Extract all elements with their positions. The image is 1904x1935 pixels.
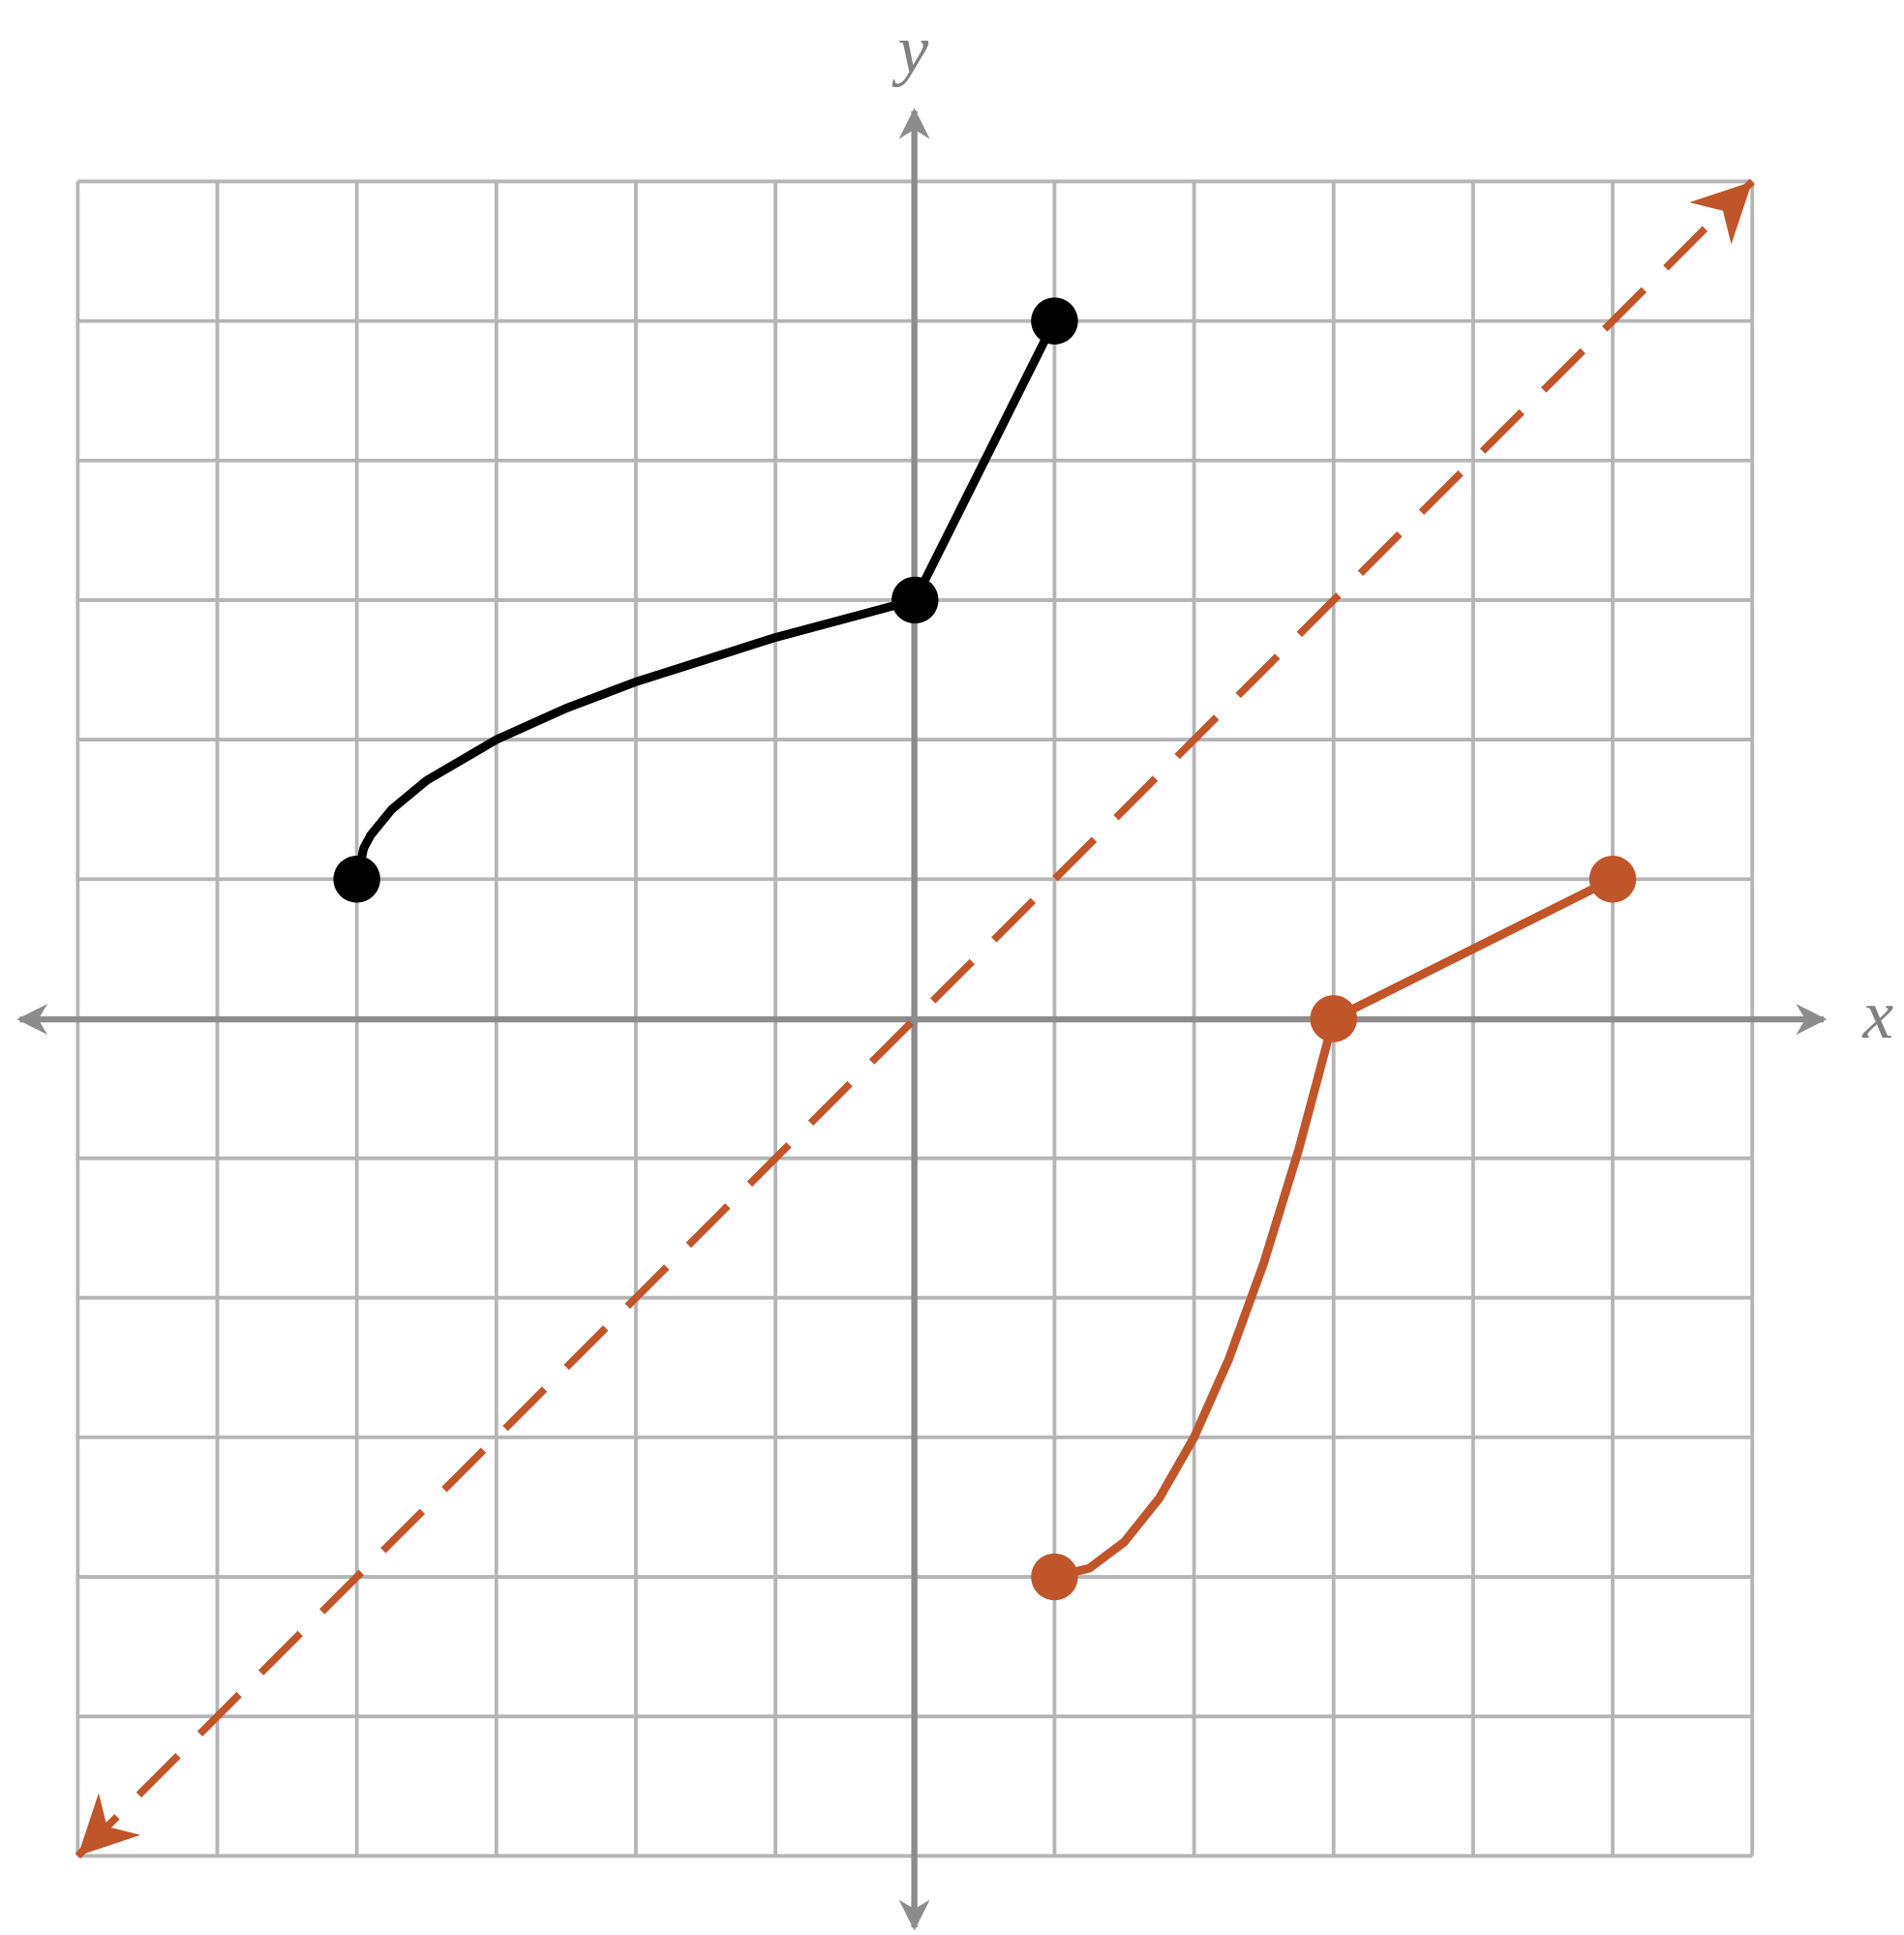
point (892, 576, 939, 624)
dashed-line (75, 178, 1755, 1859)
point (1588, 856, 1637, 903)
x-axis-label: x (1861, 977, 1893, 1053)
point (1031, 1553, 1078, 1601)
y-axis-label: y (892, 12, 929, 88)
plot-area (75, 178, 1755, 1859)
point (1031, 297, 1078, 345)
point (1310, 995, 1357, 1043)
point (333, 856, 380, 903)
